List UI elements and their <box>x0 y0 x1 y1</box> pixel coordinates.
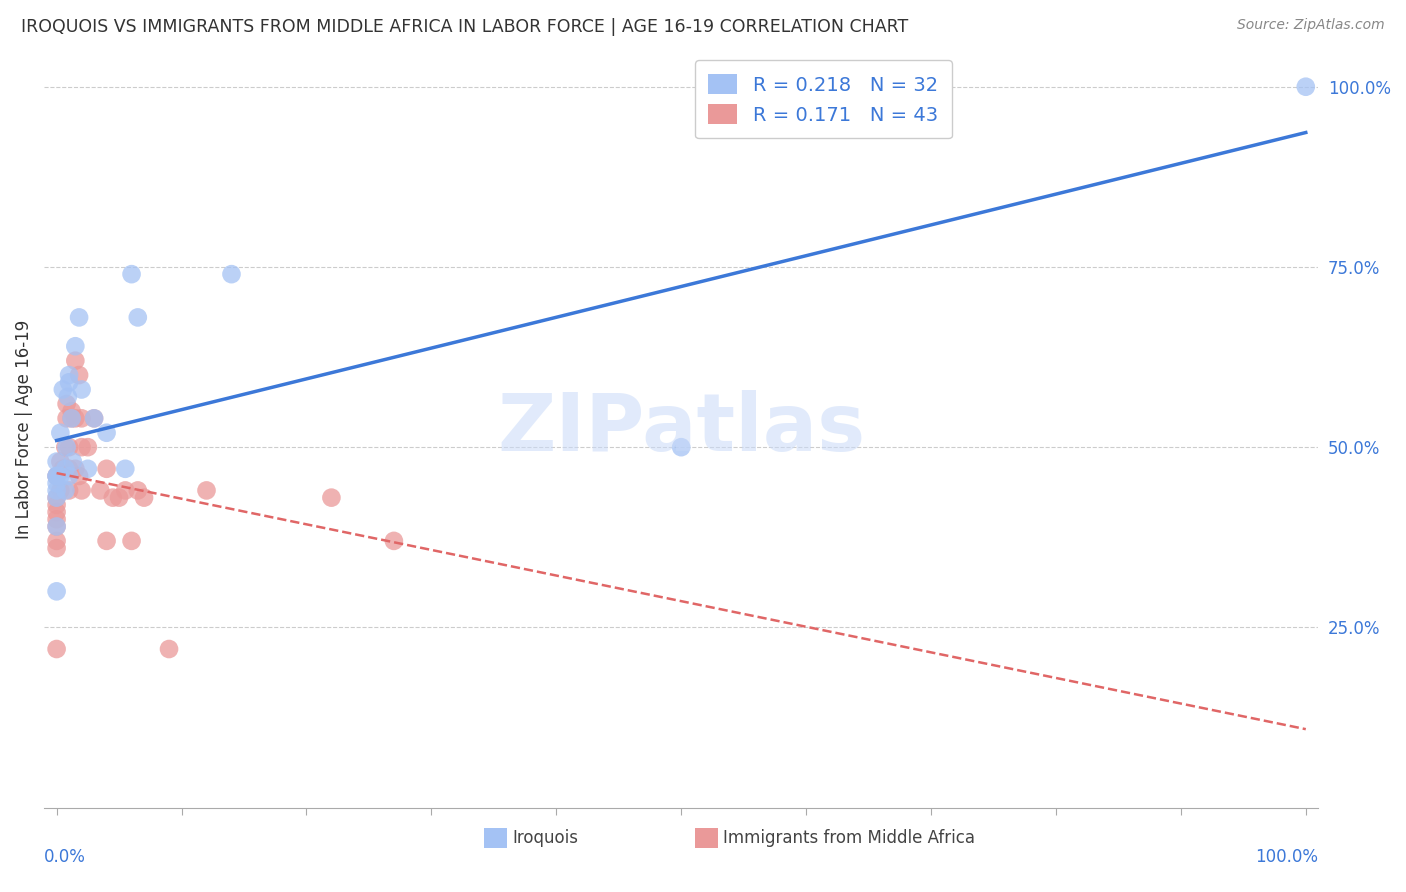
Point <box>67 368 90 382</box>
Point <box>1295 79 1317 94</box>
Point <box>669 440 692 454</box>
Point <box>45 454 67 468</box>
Point <box>52 462 75 476</box>
Point <box>76 440 98 454</box>
Point <box>221 267 243 281</box>
Point <box>127 310 149 325</box>
Point <box>58 462 80 476</box>
Point <box>60 411 83 425</box>
Point <box>45 519 67 533</box>
Point <box>65 462 87 476</box>
Point <box>60 411 83 425</box>
Point <box>49 483 72 498</box>
Point <box>58 376 80 390</box>
Point <box>45 476 67 491</box>
Text: IROQUOIS VS IMMIGRANTS FROM MIDDLE AFRICA IN LABOR FORCE | AGE 16-19 CORRELATION: IROQUOIS VS IMMIGRANTS FROM MIDDLE AFRIC… <box>21 18 908 36</box>
Point <box>45 519 67 533</box>
Point <box>58 469 80 483</box>
Point <box>45 533 67 548</box>
Point <box>45 584 67 599</box>
Text: ZIPatlas: ZIPatlas <box>498 390 865 468</box>
Text: 0.0%: 0.0% <box>44 847 86 866</box>
Point <box>45 483 67 498</box>
Point <box>321 491 343 505</box>
Point <box>45 491 67 505</box>
Point <box>65 339 87 353</box>
Text: Immigrants from Middle Africa: Immigrants from Middle Africa <box>723 829 976 847</box>
Point <box>55 397 77 411</box>
Point <box>121 533 143 548</box>
Legend: R = 0.218   N = 32, R = 0.171   N = 43: R = 0.218 N = 32, R = 0.171 N = 43 <box>695 61 952 138</box>
Text: Iroquois: Iroquois <box>512 829 578 847</box>
Point <box>382 533 405 548</box>
Point <box>127 483 149 498</box>
Point <box>89 483 111 498</box>
Point <box>62 454 84 468</box>
Point <box>45 512 67 526</box>
Point <box>132 491 155 505</box>
Y-axis label: In Labor Force | Age 16-19: In Labor Force | Age 16-19 <box>15 319 32 539</box>
Point <box>114 462 136 476</box>
Point <box>101 491 124 505</box>
Point <box>45 469 67 483</box>
Point <box>65 411 87 425</box>
Point <box>49 454 72 468</box>
Point <box>76 462 98 476</box>
Point <box>60 404 83 418</box>
Point <box>53 483 76 498</box>
Point <box>83 411 105 425</box>
Point <box>70 440 93 454</box>
Text: 100.0%: 100.0% <box>1256 847 1319 866</box>
Point <box>45 469 67 483</box>
Point <box>70 383 93 397</box>
Point <box>96 425 118 440</box>
Point <box>157 642 180 657</box>
Point <box>58 368 80 382</box>
Point <box>70 483 93 498</box>
Point <box>70 411 93 425</box>
Point <box>58 483 80 498</box>
Point <box>49 425 72 440</box>
Point <box>45 469 67 483</box>
Point <box>108 491 131 505</box>
Point <box>45 541 67 555</box>
Point <box>55 440 77 454</box>
Point <box>56 390 79 404</box>
Point <box>195 483 218 498</box>
Point <box>58 440 80 454</box>
Point <box>45 505 67 519</box>
Point <box>55 411 77 425</box>
Point <box>45 491 67 505</box>
Point <box>53 440 76 454</box>
Point <box>96 533 118 548</box>
Point <box>114 483 136 498</box>
Text: Source: ZipAtlas.com: Source: ZipAtlas.com <box>1237 18 1385 32</box>
Point <box>121 267 143 281</box>
Point <box>96 462 118 476</box>
Point <box>49 469 72 483</box>
Point <box>53 462 76 476</box>
Point <box>45 642 67 657</box>
Point <box>52 383 75 397</box>
Point <box>67 310 90 325</box>
Point <box>45 498 67 512</box>
Point <box>67 469 90 483</box>
Point <box>83 411 105 425</box>
Point <box>65 353 87 368</box>
